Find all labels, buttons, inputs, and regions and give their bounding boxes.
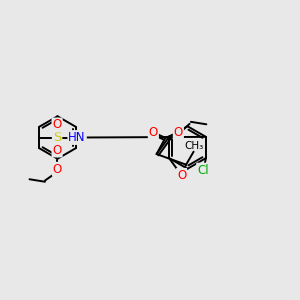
Text: CH₃: CH₃ — [184, 141, 204, 151]
Text: S: S — [53, 131, 61, 144]
Text: O: O — [177, 169, 186, 182]
Text: O: O — [174, 126, 183, 139]
Text: Cl: Cl — [197, 164, 209, 177]
Text: O: O — [52, 143, 62, 157]
Text: O: O — [52, 118, 62, 131]
Text: O: O — [149, 126, 158, 139]
Text: O: O — [53, 163, 62, 176]
Text: HN: HN — [68, 131, 86, 144]
